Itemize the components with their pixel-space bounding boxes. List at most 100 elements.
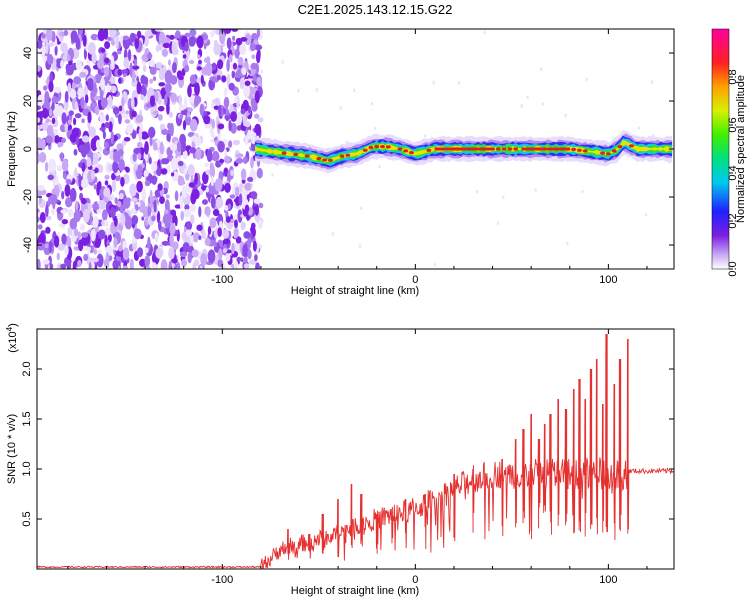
colorbar-tick-label: 0.8 bbox=[727, 69, 739, 84]
noise-blob bbox=[158, 82, 166, 87]
noise-blob bbox=[233, 260, 239, 269]
signal-core-dot bbox=[495, 147, 501, 151]
noise-blob bbox=[250, 62, 258, 70]
noise-blob bbox=[110, 85, 117, 94]
noise-blob bbox=[100, 97, 108, 109]
noise-blob bbox=[37, 105, 42, 110]
noise-blob bbox=[148, 89, 155, 96]
noise-blob bbox=[91, 52, 97, 64]
noise-blob bbox=[204, 237, 211, 246]
noise-blob bbox=[235, 37, 243, 46]
noise-blob bbox=[77, 231, 82, 240]
noise-blob bbox=[79, 71, 87, 78]
noise-blob bbox=[47, 174, 54, 181]
signal-core-dot bbox=[281, 151, 287, 155]
snr-x-tick-label: 0 bbox=[412, 574, 418, 586]
noise-blob bbox=[168, 111, 173, 118]
noise-blob bbox=[650, 80, 653, 84]
noise-blob bbox=[218, 248, 223, 260]
noise-blob bbox=[243, 231, 251, 239]
noise-blob bbox=[183, 199, 188, 206]
signal-core-dot bbox=[374, 145, 380, 149]
noise-blob bbox=[87, 77, 94, 88]
noise-blob bbox=[164, 94, 168, 106]
noise-blob bbox=[118, 245, 123, 252]
noise-blob bbox=[181, 258, 187, 267]
noise-blob bbox=[42, 259, 50, 265]
noise-blob bbox=[256, 76, 262, 86]
noise-blob bbox=[91, 164, 96, 170]
signal-core-dot bbox=[600, 151, 605, 155]
noise-blob bbox=[125, 110, 129, 115]
noise-blob bbox=[123, 137, 131, 142]
noise-blob bbox=[240, 168, 247, 181]
noise-blob bbox=[189, 147, 197, 154]
noise-blob bbox=[215, 196, 224, 209]
noise-blob bbox=[213, 43, 221, 56]
noise-blob bbox=[149, 66, 157, 76]
noise-blob bbox=[210, 175, 214, 187]
noise-blob bbox=[119, 192, 124, 200]
noise-blob bbox=[189, 74, 197, 85]
noise-blob bbox=[432, 80, 435, 85]
noise-blob bbox=[247, 249, 252, 260]
noise-blob bbox=[100, 48, 106, 53]
noise-blob bbox=[67, 82, 72, 94]
noise-blob bbox=[223, 87, 228, 97]
noise-blob bbox=[502, 195, 505, 199]
noise-blob bbox=[160, 259, 168, 269]
signal-core-dot bbox=[293, 152, 299, 157]
noise-blob bbox=[41, 138, 46, 151]
signal-core-dot bbox=[397, 147, 403, 151]
noise-blob bbox=[113, 150, 121, 163]
noise-blob bbox=[154, 29, 163, 32]
colorbar-ticks: 0.0 0.2 0.4 0.6 0.8 bbox=[727, 69, 739, 276]
noise-blob bbox=[234, 48, 240, 59]
noise-blob bbox=[228, 120, 232, 132]
noise-blob bbox=[63, 29, 69, 36]
colorbar-tick-label: 0.6 bbox=[727, 117, 739, 132]
noise-blob bbox=[240, 221, 246, 231]
noise-blob bbox=[230, 122, 237, 134]
noise-blob bbox=[234, 96, 239, 104]
noise-blob bbox=[239, 43, 247, 56]
noise-blob bbox=[229, 194, 236, 199]
noise-blob bbox=[244, 204, 250, 213]
noise-blob bbox=[247, 237, 251, 250]
noise-blob bbox=[120, 176, 125, 187]
noise-blob bbox=[79, 223, 85, 231]
noise-blob bbox=[232, 62, 238, 70]
noise-blob bbox=[104, 57, 110, 64]
noise-blob bbox=[112, 160, 119, 174]
noise-blob bbox=[61, 219, 69, 225]
signal-core-dot bbox=[368, 145, 374, 150]
noise-blob bbox=[131, 207, 137, 214]
noise-blob bbox=[237, 56, 244, 66]
noise-blob bbox=[271, 173, 274, 177]
noise-blob bbox=[217, 59, 224, 70]
signal-core-dot bbox=[304, 154, 310, 158]
noise-blob bbox=[230, 169, 235, 177]
noise-blob bbox=[198, 59, 202, 65]
noise-blob bbox=[242, 67, 247, 76]
noise-blob bbox=[243, 84, 251, 98]
signal-core-dot bbox=[582, 149, 588, 153]
noise-blob bbox=[82, 208, 90, 223]
noise-blob bbox=[73, 117, 77, 126]
noise-blob bbox=[196, 224, 203, 231]
noise-blob bbox=[235, 111, 243, 126]
noise-blob bbox=[252, 74, 257, 82]
noise-blob bbox=[243, 156, 248, 165]
noise-blob bbox=[247, 176, 254, 182]
noise-blob bbox=[227, 203, 231, 210]
noise-blob bbox=[70, 30, 78, 43]
noise-blob bbox=[256, 51, 261, 64]
noise-blob bbox=[358, 244, 362, 249]
noise-blob bbox=[88, 261, 92, 269]
snr-y-axis-label: SNR (10 * v/v) bbox=[6, 414, 18, 484]
noise-blob bbox=[178, 94, 182, 106]
noise-blob bbox=[222, 229, 230, 239]
noise-blob bbox=[78, 173, 82, 188]
noise-blob bbox=[131, 130, 137, 139]
